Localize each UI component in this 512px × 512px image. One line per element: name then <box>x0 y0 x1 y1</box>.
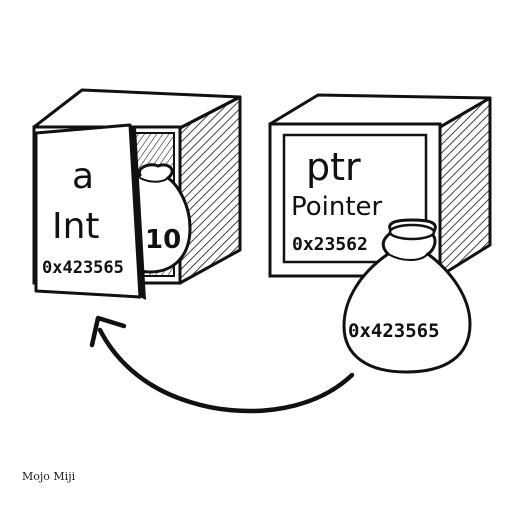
dereference-arrow <box>89 315 355 414</box>
left-box: 10 a Int 0x423565 <box>32 88 242 300</box>
variable-type: Int <box>52 206 100 247</box>
right-box-side <box>438 96 492 278</box>
right-box-label-panel <box>282 133 428 264</box>
pointer-name: ptr <box>306 145 361 189</box>
variable-address: 0x423565 <box>42 258 124 278</box>
value-text: 10 <box>145 225 181 255</box>
right-box: ptr Pointer 0x23562 <box>268 93 492 278</box>
pointer-address: 0x23562 <box>292 234 368 255</box>
left-box-door: a Int 0x423565 <box>34 123 146 300</box>
address-bag: 0x423565 <box>342 218 472 374</box>
pointer-type: Pointer <box>291 192 383 222</box>
left-box-side <box>176 95 242 285</box>
variable-name: a <box>72 156 94 197</box>
credit-text: Mojo Miji <box>22 470 76 483</box>
arrowhead <box>89 315 127 348</box>
stored-address: 0x423565 <box>348 320 440 342</box>
